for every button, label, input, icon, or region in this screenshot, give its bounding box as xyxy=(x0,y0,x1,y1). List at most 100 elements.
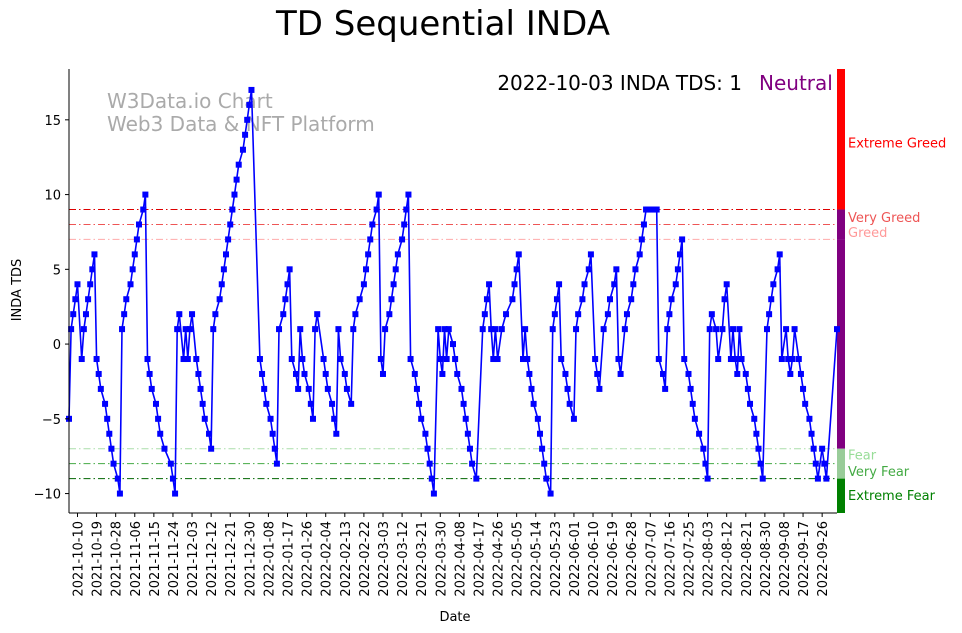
y-tick-label: 10 xyxy=(44,189,61,204)
data-point xyxy=(785,356,792,363)
data-point xyxy=(747,400,754,407)
data-point xyxy=(239,146,246,153)
data-point xyxy=(541,460,548,467)
data-point xyxy=(823,475,830,482)
data-point xyxy=(581,281,588,288)
data-point xyxy=(261,385,268,392)
data-point xyxy=(307,400,314,407)
x-tick-label: 2022-08-30 xyxy=(759,521,774,597)
data-point xyxy=(337,356,344,363)
data-point xyxy=(768,296,775,303)
data-point xyxy=(365,251,372,258)
data-point xyxy=(216,296,223,303)
data-point xyxy=(636,251,643,258)
data-point xyxy=(704,475,711,482)
data-point xyxy=(297,326,304,333)
sentiment-segment xyxy=(837,239,845,449)
y-tick-label: 15 xyxy=(44,114,61,129)
data-point xyxy=(263,400,270,407)
data-point xyxy=(193,356,200,363)
data-point xyxy=(320,356,327,363)
data-point xyxy=(611,281,618,288)
data-point xyxy=(382,326,389,333)
data-point xyxy=(95,370,102,377)
data-point xyxy=(498,326,505,333)
data-point xyxy=(592,356,599,363)
zone-label: Extreme Greed xyxy=(848,136,946,151)
x-tick-label: 2022-04-26 xyxy=(492,521,507,597)
data-point xyxy=(751,415,758,422)
data-point xyxy=(640,221,647,228)
data-point xyxy=(526,370,533,377)
data-point xyxy=(256,356,263,363)
x-tick-label: 2022-08-03 xyxy=(702,521,717,597)
y-tick-label: −10 xyxy=(34,488,61,503)
data-point xyxy=(778,356,785,363)
data-point xyxy=(82,311,89,318)
data-point xyxy=(157,430,164,437)
series-line xyxy=(68,89,838,494)
data-point xyxy=(210,326,217,333)
data-point xyxy=(617,370,624,377)
data-point xyxy=(201,415,208,422)
sentiment-bar xyxy=(837,69,845,513)
data-point xyxy=(305,385,312,392)
zone-label: Very Greed xyxy=(848,211,920,226)
data-point xyxy=(492,326,499,333)
data-point xyxy=(628,296,635,303)
data-point xyxy=(413,385,420,392)
data-point xyxy=(352,311,359,318)
data-point xyxy=(719,326,726,333)
data-point xyxy=(293,370,300,377)
data-point xyxy=(573,326,580,333)
data-point xyxy=(454,370,461,377)
data-point xyxy=(672,281,679,288)
data-point xyxy=(360,281,367,288)
data-point xyxy=(783,326,790,333)
data-point xyxy=(176,311,183,318)
y-tick-label: 0 xyxy=(53,338,61,353)
data-point xyxy=(403,206,410,213)
data-point xyxy=(375,191,382,198)
data-point xyxy=(407,356,414,363)
data-point xyxy=(490,356,497,363)
x-tick-label: 2022-08-12 xyxy=(721,521,736,597)
data-point xyxy=(295,385,302,392)
data-point xyxy=(246,101,253,108)
data-point xyxy=(819,445,826,452)
data-point xyxy=(322,370,329,377)
data-point xyxy=(575,311,582,318)
data-point xyxy=(802,400,809,407)
data-point xyxy=(233,176,240,183)
data-point xyxy=(106,430,113,437)
data-point xyxy=(821,460,828,467)
data-point xyxy=(373,206,380,213)
data-point xyxy=(738,356,745,363)
data-point xyxy=(97,385,104,392)
data-point xyxy=(428,475,435,482)
data-point xyxy=(206,430,213,437)
data-point xyxy=(662,385,669,392)
data-point xyxy=(723,281,730,288)
data-point xyxy=(553,296,560,303)
axes: −10 −5 0 5 10 15 2021-10-10 2021-10-19 2021-10-2… xyxy=(34,69,837,597)
data-point xyxy=(129,266,136,273)
data-point xyxy=(558,356,565,363)
data-point xyxy=(551,311,558,318)
data-point xyxy=(547,490,554,497)
data-point xyxy=(736,326,743,333)
data-point xyxy=(267,415,274,422)
data-point xyxy=(146,370,153,377)
series-group xyxy=(66,86,840,497)
data-point xyxy=(730,326,737,333)
x-tick-label: 2022-01-26 xyxy=(301,521,316,597)
x-tick-label: 2022-06-19 xyxy=(606,521,621,597)
x-tick-label: 2022-09-17 xyxy=(797,521,812,597)
data-point xyxy=(182,326,189,333)
data-point xyxy=(458,385,465,392)
data-point xyxy=(564,385,571,392)
data-point xyxy=(89,266,96,273)
data-point xyxy=(509,296,516,303)
data-point xyxy=(324,385,331,392)
x-tick-label: 2022-09-08 xyxy=(778,521,793,597)
